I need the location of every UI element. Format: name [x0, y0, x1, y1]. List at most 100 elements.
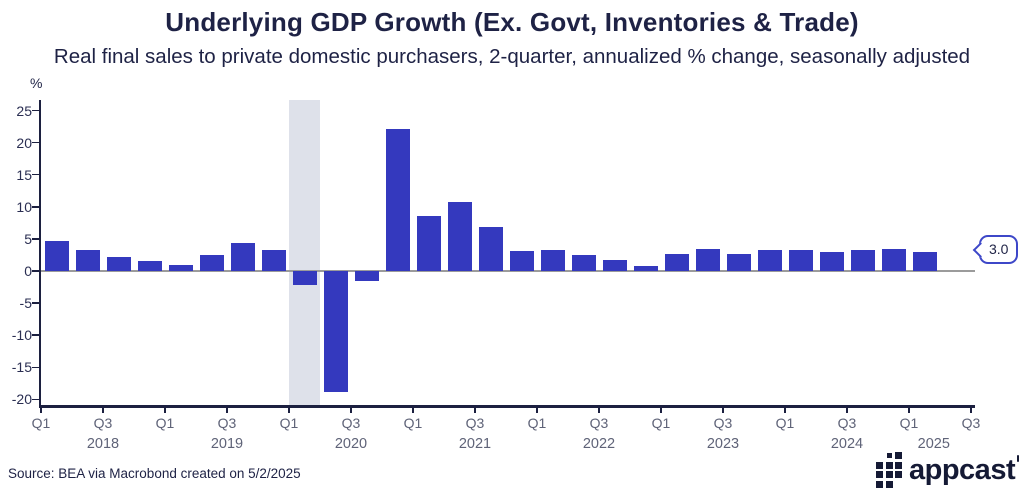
x-axis-tick-label: Q3 [837, 415, 857, 431]
y-axis-unit-label: % [30, 75, 43, 91]
x-axis-tick-label: Q3 [589, 415, 609, 431]
logo-square [895, 452, 902, 459]
x-axis-tick-mark [660, 408, 662, 413]
x-axis-tick-mark [288, 408, 290, 413]
x-axis-tick-mark [412, 408, 414, 413]
y-axis-tick-label: -10 [11, 327, 32, 344]
y-axis-tick-mark [32, 366, 39, 369]
x-axis-tick-mark [784, 408, 786, 413]
x-axis-tick-label: Q3 [93, 415, 113, 431]
bar-2020-q2 [323, 271, 348, 393]
y-axis-tick-mark [32, 398, 39, 401]
x-axis-tick-mark [474, 408, 476, 413]
logo-square [895, 471, 902, 478]
y-axis-tick-mark [32, 270, 39, 272]
bar-2023-q3 [726, 254, 751, 271]
bar-2022-q2 [571, 254, 596, 271]
bar-2021-q4 [509, 251, 534, 271]
x-axis-tick-mark [846, 408, 848, 413]
x-axis-year-label: 2018 [86, 436, 120, 452]
x-axis-year-label: 2024 [830, 436, 864, 452]
plot-area [39, 100, 975, 408]
x-axis-tick-mark [102, 408, 104, 413]
x-axis-year-label: 2021 [458, 436, 492, 452]
logo-square [876, 471, 883, 478]
x-axis-tick-label: Q3 [217, 415, 237, 431]
chart-title: Underlying GDP Growth (Ex. Govt, Invento… [165, 7, 859, 37]
logo-square [886, 453, 892, 458]
x-axis-tick-label: Q1 [155, 415, 175, 431]
bar-2024-q1 [788, 249, 813, 271]
x-axis-tick-label: Q1 [279, 415, 299, 431]
bar-2022-q1 [540, 249, 565, 271]
x-axis-tick-label: Q3 [961, 415, 981, 431]
y-axis-tick-mark [32, 173, 39, 176]
x-axis-tick-label: Q3 [341, 415, 361, 431]
x-axis-tick-mark [908, 408, 910, 413]
x-axis-year-label: 2020 [334, 436, 368, 452]
x-axis-tick-mark [536, 408, 538, 413]
bar-2018-q1 [44, 240, 69, 271]
y-axis-tick-label: -15 [11, 359, 32, 376]
y-axis-tick-mark [32, 141, 39, 144]
appcast-logo: appcast [876, 452, 1020, 488]
chart-subtitle: Real final sales to private domestic pur… [53, 45, 971, 68]
y-axis-tick-label: 15 [16, 166, 32, 183]
y-axis-tick-mark [32, 238, 39, 240]
x-axis-tick-mark [722, 408, 724, 413]
x-axis-tick-label: Q1 [403, 415, 423, 431]
x-axis-tick-label: Q1 [899, 415, 919, 431]
y-axis-tick-mark [32, 302, 39, 304]
logo-square [885, 480, 893, 488]
x-axis-tick-mark [350, 408, 352, 413]
x-axis-tick-label: Q1 [527, 415, 547, 431]
x-axis-tick-mark [598, 408, 600, 413]
x-axis-year-label: 2022 [582, 436, 616, 452]
x-axis-year-label: 2023 [706, 436, 740, 452]
y-axis-tick-label: 5 [24, 230, 32, 247]
bar-2024-q4 [881, 249, 906, 271]
bar-2020-q4 [385, 129, 410, 271]
bar-2024-q2 [819, 251, 844, 271]
bar-2021-q1 [416, 216, 441, 271]
bar-2021-q2 [447, 201, 472, 271]
bar-2021-q3 [478, 226, 503, 271]
recession-band [289, 100, 320, 405]
bar-2018-q4 [137, 261, 162, 271]
bar-2019-q4 [261, 250, 286, 271]
x-axis-tick-mark [164, 408, 166, 413]
y-axis-tick-label: -20 [11, 391, 32, 408]
y-axis-tick-label: -5 [19, 295, 32, 312]
callout-value: 3.0 [989, 241, 1009, 257]
zero-gridline [41, 270, 975, 272]
x-axis-tick-label: Q3 [465, 415, 485, 431]
y-axis-tick-mark [32, 109, 39, 112]
bar-2018-q3 [106, 256, 131, 271]
y-axis-tick-label: 20 [16, 134, 32, 151]
y-axis-tick-label: 0 [24, 263, 32, 279]
bar-2020-q3 [354, 271, 379, 282]
y-axis-tick-mark [32, 206, 39, 208]
x-axis-year-label: 2025 [917, 436, 950, 452]
bar-2023-q4 [757, 250, 782, 271]
bar-2018-q2 [75, 249, 100, 271]
trademark-tick [1017, 454, 1020, 462]
bar-2023-q1 [664, 254, 689, 271]
bar-2019-q3 [230, 242, 255, 271]
x-axis-tick-mark [40, 408, 42, 413]
x-axis-tick-label: Q1 [31, 415, 51, 431]
x-axis-tick-label: Q3 [713, 415, 733, 431]
logo-square [876, 461, 883, 469]
bar-2024-q3 [850, 250, 875, 271]
x-axis-tick-mark [970, 408, 972, 413]
x-axis-tick-label: Q1 [651, 415, 671, 431]
x-axis-year-label: 2019 [210, 436, 244, 452]
source-note: Source: BEA via Macrobond created on 5/2… [8, 466, 301, 481]
bar-2023-q2 [695, 248, 720, 271]
y-axis-tick-label: 25 [16, 102, 32, 119]
bar-2025-q1 [912, 251, 937, 271]
y-axis-tick-mark [32, 334, 39, 336]
logo-square [876, 480, 883, 488]
brand-name: appcast [909, 453, 1020, 487]
